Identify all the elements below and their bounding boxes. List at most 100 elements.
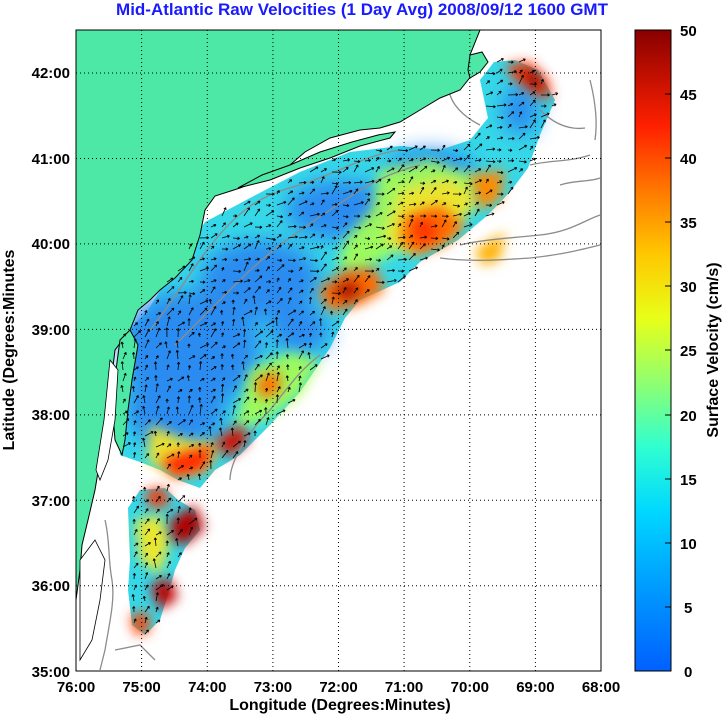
velocity-arrow <box>122 432 129 437</box>
velocity-arrow <box>243 261 249 272</box>
velocity-arrow <box>375 258 381 262</box>
velocity-arrow <box>496 148 502 152</box>
velocity-arrow <box>353 180 363 184</box>
velocity-arrow <box>177 265 186 272</box>
velocity-arrow <box>177 529 183 536</box>
velocity-arrow <box>364 192 371 196</box>
velocity-arrow <box>430 236 439 240</box>
velocity-arrow <box>551 92 559 96</box>
velocity-arrow <box>353 188 359 195</box>
velocity-arrow <box>176 328 180 338</box>
velocity-arrow <box>155 327 161 338</box>
velocity-arrow <box>408 202 417 206</box>
velocity-arrow <box>133 442 137 448</box>
velocity-arrow <box>155 321 159 327</box>
velocity-arrow <box>243 410 250 415</box>
velocity-arrow <box>188 292 196 296</box>
velocity-arrow <box>496 201 505 206</box>
velocity-arrow <box>320 176 325 184</box>
velocity-arrow <box>364 269 375 273</box>
velocity-arrow <box>364 198 370 206</box>
velocity-arrow <box>507 124 512 129</box>
velocity-arrow <box>198 386 202 393</box>
velocity-arrow <box>287 224 297 229</box>
velocity-arrow <box>155 575 162 580</box>
velocity-arrow <box>166 430 170 437</box>
velocity-arrow <box>507 111 515 118</box>
y-tick-label: 37:00 <box>32 493 70 510</box>
velocity-arrow <box>166 443 172 448</box>
velocity-arrow <box>496 170 504 175</box>
velocity-arrow <box>298 375 302 382</box>
velocity-arrow <box>276 258 283 262</box>
velocity-arrow <box>386 254 394 261</box>
velocity-arrow <box>254 418 261 426</box>
velocity-arrow <box>188 307 194 316</box>
velocity-arrow <box>331 256 339 261</box>
velocity-arrow <box>485 203 493 207</box>
velocity-arrow <box>331 182 339 186</box>
velocity-arrow <box>166 307 175 316</box>
velocity-arrow <box>474 208 480 217</box>
y-tick-label: 38:00 <box>32 407 70 424</box>
velocity-arrow <box>285 375 289 382</box>
velocity-arrow <box>507 180 513 184</box>
velocity-arrow <box>221 266 225 272</box>
velocity-arrow <box>441 237 450 241</box>
velocity-arrow <box>133 338 137 349</box>
colorbar-tick-label: 40 <box>680 151 697 168</box>
velocity-arrow <box>144 318 150 327</box>
velocity-arrow <box>320 287 327 294</box>
velocity-arrow <box>210 305 217 316</box>
velocity-arrow <box>133 542 139 547</box>
velocity-arrow <box>177 477 182 481</box>
velocity-arrow <box>187 395 191 404</box>
velocity-arrow <box>276 190 280 195</box>
velocity-arrow <box>386 223 395 228</box>
velocity-arrow <box>243 396 250 404</box>
velocity-arrow <box>133 395 139 404</box>
velocity-arrow <box>298 300 303 305</box>
velocity-arrow <box>221 345 226 349</box>
velocity-arrow <box>210 341 218 349</box>
velocity-arrow <box>188 444 195 448</box>
velocity-arrow <box>287 332 295 338</box>
y-tick-label: 39:00 <box>32 322 70 339</box>
velocity-arrow <box>253 382 258 393</box>
velocity-arrow <box>144 419 151 426</box>
velocity-arrow <box>320 306 326 316</box>
velocity-arrow <box>485 178 489 184</box>
velocity-arrow <box>221 441 226 448</box>
velocity-arrow <box>232 306 236 316</box>
velocity-arrow <box>529 136 540 140</box>
velocity-arrow <box>265 237 276 242</box>
velocity-arrow <box>507 103 514 107</box>
velocity-arrow <box>166 364 170 371</box>
velocity-arrow <box>166 483 170 492</box>
velocity-arrow <box>375 267 380 272</box>
velocity-arrow <box>142 595 146 602</box>
velocity-arrow <box>155 355 159 360</box>
velocity-arrow <box>188 279 194 283</box>
velocity-arrow <box>220 310 224 316</box>
velocity-arrow <box>330 310 334 316</box>
velocity-arrow <box>177 505 181 514</box>
velocity-arrow <box>144 528 151 536</box>
velocity-arrow <box>131 594 135 602</box>
velocity-arrow <box>364 179 375 184</box>
velocity-arrow <box>199 307 208 316</box>
velocity-arrow <box>342 203 350 208</box>
velocity-arrow <box>474 168 482 173</box>
velocity-arrow <box>210 366 217 371</box>
velocity-arrow <box>507 82 513 86</box>
velocity-arrow <box>276 365 280 371</box>
velocity-arrow <box>518 132 526 140</box>
velocity-arrow <box>397 157 402 162</box>
velocity-arrow <box>155 518 160 525</box>
velocity-arrow <box>188 454 193 459</box>
velocity-arrow <box>452 167 459 173</box>
velocity-arrow <box>175 340 179 349</box>
velocity-arrow <box>122 418 130 426</box>
velocity-arrow <box>177 295 184 305</box>
